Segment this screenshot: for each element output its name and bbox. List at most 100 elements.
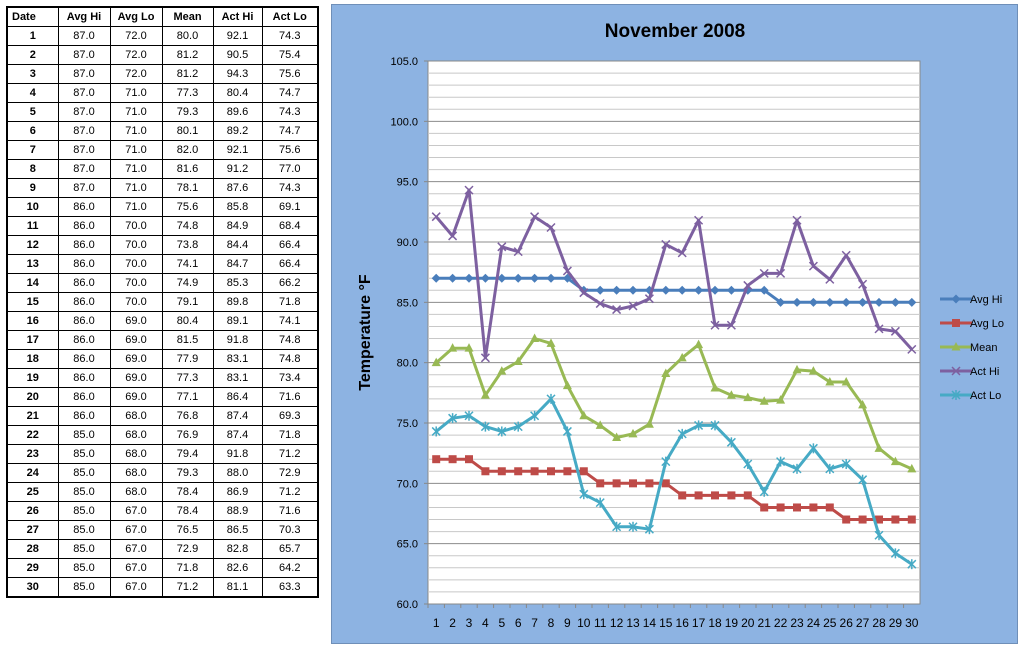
table-cell: 85.0 bbox=[57, 539, 111, 559]
table-row: 17 86.0 69.0 81.5 91.8 74.8 bbox=[6, 330, 319, 350]
data-point bbox=[907, 559, 917, 570]
data-point bbox=[776, 456, 786, 467]
marker-stroke bbox=[726, 320, 736, 330]
table-cell: 64.2 bbox=[261, 558, 319, 578]
table-cell: 67.0 bbox=[109, 539, 163, 559]
data-point bbox=[661, 479, 670, 488]
table-cell: 69.0 bbox=[109, 349, 163, 369]
data-point bbox=[465, 455, 473, 464]
data-point bbox=[497, 242, 507, 252]
table-cell: 16 bbox=[6, 311, 59, 331]
table-cell: 71.0 bbox=[109, 159, 163, 179]
table-row: 20 86.0 69.0 77.1 86.4 71.6 bbox=[6, 387, 319, 407]
data-point bbox=[497, 273, 507, 283]
table-cell: 19 bbox=[6, 368, 59, 388]
marker-stroke bbox=[480, 353, 490, 363]
marker-stroke bbox=[497, 242, 507, 252]
table-cell: 78.1 bbox=[161, 178, 214, 198]
table-cell: 76.8 bbox=[161, 406, 214, 426]
x-tick-label: 12 bbox=[610, 616, 624, 630]
table-cell: 74.9 bbox=[161, 273, 214, 293]
table-cell: 67.0 bbox=[109, 558, 163, 578]
table-cell: 77.3 bbox=[161, 368, 214, 388]
column-header: Date bbox=[6, 6, 59, 27]
data-point bbox=[431, 212, 441, 222]
data-point bbox=[841, 459, 851, 470]
data-point bbox=[808, 443, 818, 454]
data-point bbox=[497, 366, 507, 375]
table-row: 18 86.0 69.0 77.9 83.1 74.8 bbox=[6, 349, 319, 369]
data-point bbox=[759, 268, 769, 278]
table-cell: 24 bbox=[6, 463, 59, 483]
marker-stroke bbox=[644, 294, 654, 304]
table-cell: 12 bbox=[6, 235, 59, 255]
table-row: 6 87.0 71.0 80.1 89.2 74.7 bbox=[6, 121, 319, 141]
data-point bbox=[628, 428, 638, 438]
x-tick-label: 19 bbox=[725, 616, 739, 630]
marker-stroke bbox=[792, 215, 802, 225]
table-cell: 6 bbox=[6, 121, 59, 141]
table-cell: 18 bbox=[6, 349, 59, 369]
table-cell: 86.0 bbox=[57, 292, 111, 312]
data-point bbox=[694, 339, 704, 349]
table-cell: 69.3 bbox=[261, 406, 319, 426]
data-point bbox=[793, 503, 801, 512]
table-cell: 66.4 bbox=[261, 235, 319, 255]
table-cell: 77.0 bbox=[261, 159, 319, 179]
data-point bbox=[776, 268, 786, 278]
table-cell: 77.9 bbox=[161, 349, 214, 369]
x-tick-label: 3 bbox=[466, 616, 473, 630]
data-point bbox=[628, 301, 638, 311]
data-point bbox=[726, 320, 736, 330]
marker-stroke bbox=[562, 266, 572, 276]
table-cell: 87.0 bbox=[57, 102, 111, 122]
data-point bbox=[513, 273, 523, 283]
x-tick-label: 22 bbox=[774, 616, 788, 630]
table-cell: 25 bbox=[6, 482, 59, 502]
legend: Avg Hi Avg Lo Mean Act Hi Act Lo bbox=[940, 294, 1004, 402]
series-line bbox=[435, 188, 913, 360]
table-cell: 80.1 bbox=[161, 121, 214, 141]
legend-label: Avg Lo bbox=[970, 318, 1004, 330]
table-cell: 86.0 bbox=[57, 254, 111, 274]
data-point bbox=[677, 285, 687, 295]
data-point bbox=[727, 491, 736, 500]
table-cell: 74.3 bbox=[261, 178, 319, 198]
table-cell: 91.2 bbox=[212, 159, 263, 179]
y-tick-label: 100.0 bbox=[390, 116, 418, 128]
data-point bbox=[612, 305, 622, 315]
line-chart: November 2008 60.0 65.0 70.0 75.0 80.0 85.0 90.… bbox=[357, 21, 1004, 630]
data-point bbox=[710, 320, 720, 330]
marker-stroke bbox=[776, 268, 786, 278]
table-cell: 87.0 bbox=[57, 64, 111, 84]
column-header: Avg Hi bbox=[57, 6, 111, 27]
table-cell: 82.6 bbox=[212, 558, 263, 578]
legend-label: Act Lo bbox=[970, 390, 1001, 402]
table-cell: 27 bbox=[6, 520, 59, 540]
table-header-row: Date Avg Hi Avg Lo Mean Act Hi Act Lo bbox=[6, 6, 319, 27]
marker-stroke bbox=[431, 212, 441, 222]
data-point bbox=[890, 297, 900, 307]
table-cell: 86.0 bbox=[57, 387, 111, 407]
table-cell: 84.9 bbox=[212, 216, 263, 236]
column-header: Act Lo bbox=[261, 6, 319, 27]
legend-item: Act Hi bbox=[940, 366, 999, 378]
table-cell: 86.0 bbox=[57, 216, 111, 236]
table-cell: 67.0 bbox=[109, 577, 163, 598]
data-point bbox=[874, 297, 884, 307]
data-point bbox=[776, 395, 786, 404]
table-cell: 74.8 bbox=[261, 349, 319, 369]
data-point bbox=[562, 426, 572, 437]
data-point bbox=[808, 297, 818, 307]
data-point bbox=[480, 353, 490, 363]
data-point bbox=[677, 248, 687, 258]
data-point bbox=[562, 266, 572, 276]
data-point bbox=[644, 524, 654, 535]
y-axis-label: Temperature °F bbox=[357, 274, 374, 391]
table-cell: 79.3 bbox=[161, 102, 214, 122]
data-point bbox=[563, 467, 572, 476]
data-point bbox=[743, 459, 753, 470]
table-cell: 86.9 bbox=[212, 482, 263, 502]
data-point bbox=[612, 432, 622, 441]
data-point bbox=[710, 383, 720, 392]
